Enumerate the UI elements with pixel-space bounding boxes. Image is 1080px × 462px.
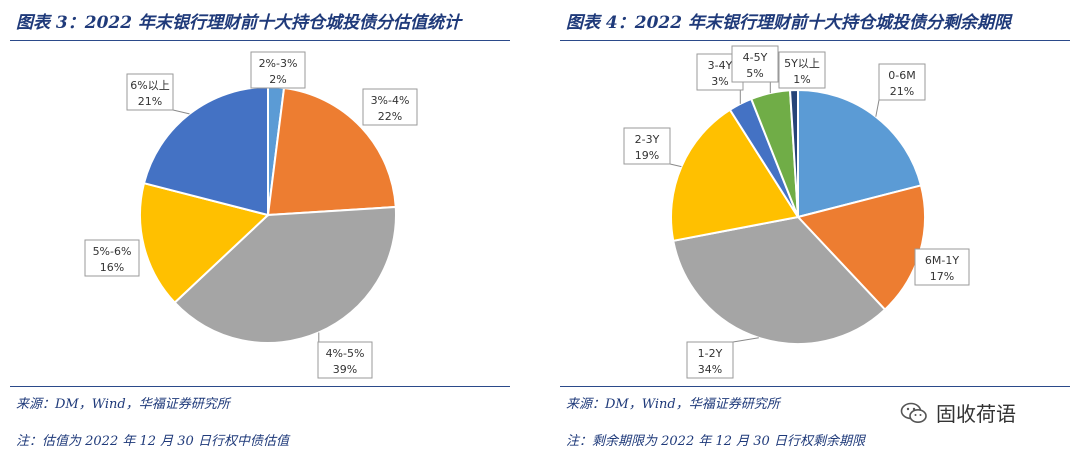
slice-value-label: 3%: [711, 75, 728, 88]
slice-label: 2-3Y 19%: [623, 127, 682, 168]
slice-value-label: 22%: [378, 110, 402, 123]
source-note: 来源：DM，Wind，华福证券研究所: [16, 397, 230, 412]
slice-value-label: 5%: [746, 67, 763, 80]
pie-slices: [139, 85, 397, 344]
slice-label: 3%-4% 22%: [362, 88, 418, 126]
slice-value-label: 34%: [698, 363, 722, 376]
slice-label: 6M-1Y 17%: [914, 248, 970, 286]
label-box: [362, 88, 418, 126]
footnote: 注：估值为 2022 年 12 月 30 日行权中债估值: [16, 434, 289, 449]
leader-line: [172, 109, 190, 115]
slice-value-label: 21%: [138, 95, 162, 108]
slice-category-label: 4%-5%: [326, 347, 365, 360]
slice-category-label: 5%-6%: [93, 245, 132, 258]
slice-label: 0-6M 21%: [875, 63, 926, 117]
slice-label: 1-2Y 34%: [686, 337, 759, 379]
pie-slice: [139, 181, 271, 305]
label-box: [84, 239, 140, 277]
leader-line: [669, 163, 682, 168]
slice-category-label: 4-5Y: [743, 51, 768, 64]
slice-category-label: 6M-1Y: [925, 254, 959, 267]
label-box: [914, 248, 970, 286]
slice-label: 2%-3% 2%: [250, 51, 306, 89]
slice-category-label: 2%-3%: [259, 57, 298, 70]
chart-panel-right: 图表 4：2022 年末银行理财前十大持仓城投债分剩余期限 0-6M 21% 6M-…: [550, 0, 1080, 462]
pie-slice: [788, 88, 799, 218]
label-box: [731, 45, 779, 83]
source-rule: [560, 386, 1070, 387]
label-box: [250, 51, 306, 89]
pie-slices: [670, 88, 926, 345]
slice-label: 5%-6% 16%: [84, 239, 140, 277]
watermark-text: 固收荷语: [936, 402, 1016, 426]
slice-label: 4%-5% 39%: [317, 332, 373, 379]
wechat-icon: [900, 402, 927, 423]
slice-category-label: 3-4Y: [708, 59, 733, 72]
leader-line: [875, 99, 880, 117]
title-rule: [560, 40, 1070, 41]
footnote: 注：剩余期限为 2022 年 12 月 30 日行权剩余期限: [566, 434, 865, 449]
pie-slice: [266, 86, 397, 217]
slice-category-label: 6%以上: [130, 79, 169, 92]
slice-value-label: 1%: [793, 73, 810, 86]
slice-value-label: 16%: [100, 261, 124, 274]
label-box: [317, 341, 373, 379]
label-box: [686, 341, 734, 379]
chart-title: 图表 4：2022 年末银行理财前十大持仓城投债分剩余期限: [566, 13, 1011, 33]
slice-value-label: 21%: [890, 85, 914, 98]
chart-panel-left: 图表 3：2022 年末银行理财前十大持仓城投债分估值统计 2%-3% 2% 3%-…: [0, 0, 520, 462]
slice-label: 5Y以上 1%: [778, 51, 826, 89]
slice-category-label: 2-3Y: [635, 133, 660, 146]
label-box: [623, 127, 671, 165]
pie-slice: [670, 108, 800, 242]
label-box: [878, 63, 926, 101]
chart-title: 图表 3：2022 年末银行理财前十大持仓城投债分估值统计: [16, 13, 461, 33]
watermark: 固收荷语: [900, 398, 1016, 427]
slice-label: 6%以上 21%: [126, 73, 190, 115]
slice-category-label: 5Y以上: [784, 57, 820, 70]
slice-category-label: 0-6M: [888, 69, 915, 82]
slice-value-label: 19%: [635, 149, 659, 162]
slice-label: 4-5Y 5%: [731, 45, 779, 94]
label-box: [778, 51, 826, 89]
pie-chart: 0-6M 21% 6M-1Y 17% 1-2Y 34% 2-3Y 19% 3-4Y 3% 4-5Y 5…: [623, 45, 970, 379]
source-rule: [10, 386, 510, 387]
slice-category-label: 1-2Y: [698, 347, 723, 360]
slice-category-label: 3%-4%: [371, 94, 410, 107]
source-note: 来源：DM，Wind，华福证券研究所: [566, 397, 780, 412]
slice-value-label: 2%: [269, 73, 286, 86]
title-rule: [10, 40, 510, 41]
leader-line: [732, 337, 759, 343]
label-box: [126, 73, 174, 111]
pie-slice: [173, 205, 397, 344]
pie-chart: 2%-3% 2% 3%-4% 22% 4%-5% 39% 5%-6% 16% 6%以上 21%: [84, 51, 418, 379]
slice-value-label: 17%: [930, 270, 954, 283]
slice-value-label: 39%: [333, 363, 357, 376]
